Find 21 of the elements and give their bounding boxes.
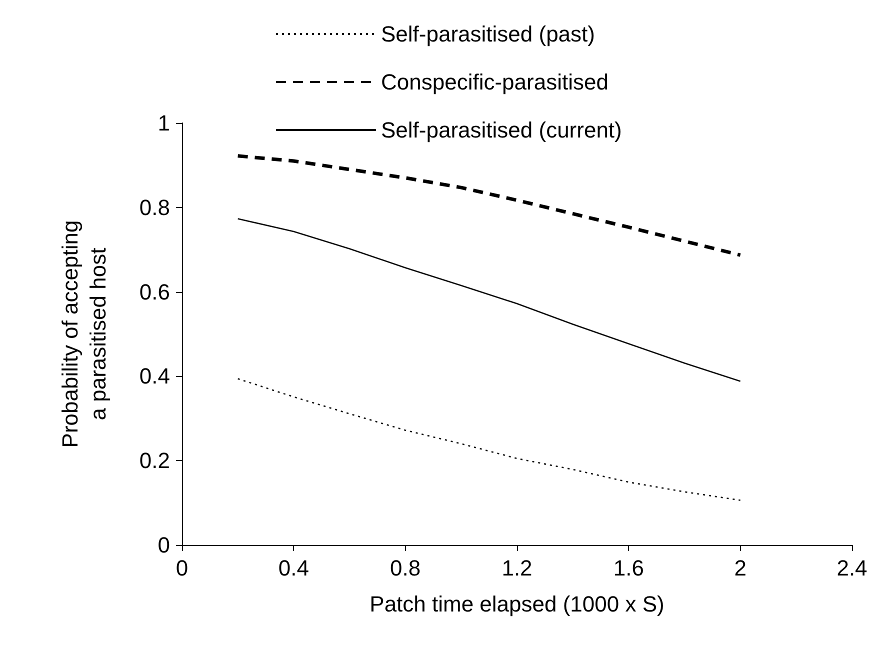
y-tick-label: 0 [158, 532, 170, 558]
x-tick-label: 1.2 [502, 556, 532, 580]
line-series [237, 378, 741, 501]
legend-label: Self-parasitised (past) [381, 22, 595, 46]
legend-label: Self-parasitised (current) [381, 118, 622, 142]
x-tick-label: 0.4 [278, 556, 309, 580]
x-tick-label: 2.4 [836, 556, 868, 580]
y-axis-title: Probability of accepting a parasitised host [58, 220, 110, 448]
line-series [236, 154, 742, 257]
x-axis-title: Patch time elapsed (1000 x S) [370, 592, 664, 616]
x-tick-label: 0 [176, 556, 188, 580]
x-tick-label: 2 [734, 556, 746, 580]
y-tick-label: 0.8 [139, 194, 170, 220]
y-tick-label: 0.4 [139, 364, 170, 389]
y-tick-label: 0.2 [139, 448, 170, 474]
x-tick-label: 0.8 [390, 556, 421, 580]
line-series [237, 218, 741, 382]
y-tick-label: 1 [158, 110, 170, 136]
x-tick-label: 1.6 [613, 556, 644, 580]
legend-label: Conspecific-parasitised [381, 70, 608, 94]
y-tick-label: 0.6 [139, 279, 170, 304]
